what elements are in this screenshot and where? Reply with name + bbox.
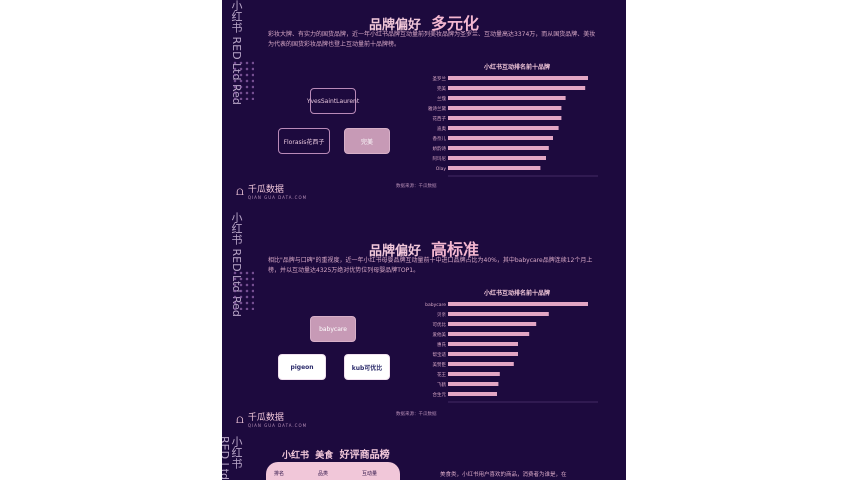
data-source-2: 数据来源：千瓜数据 [396, 412, 437, 417]
bar [448, 166, 541, 170]
logo-pigeon: pigeon [278, 354, 326, 380]
bar [448, 136, 553, 140]
section-title: 品牌偏好 多元化 [222, 10, 626, 34]
bar-label: 完美 [437, 85, 446, 92]
section-title-2: 品牌偏好 高标准 [222, 236, 626, 260]
panel-brand-high-standard: 小红书 RED Ltd Red 品牌偏好 高标准 相比"品牌与口碑"的重视度，近一… [222, 212, 626, 436]
logo-kub: kub可优比 [344, 354, 390, 380]
brand-logo: ⩍ 千瓜数据 QIAN GUA DATA.COM [236, 182, 308, 201]
bar-label: 惠氏 [437, 341, 446, 348]
bar [448, 156, 546, 160]
bar [448, 106, 562, 110]
bar-label: 贝亲 [437, 311, 446, 318]
brand-logo-2: ⩍ 千瓜数据 QIAN GUA DATA.COM [236, 410, 308, 429]
bar-label: 娇韵诗 [433, 145, 447, 152]
logo-florasis: Florasis花西子 [278, 128, 330, 154]
section-title-2a: 品牌偏好 [368, 244, 421, 259]
dot-pattern [232, 60, 254, 100]
ranking-card: 排名 品类 互动量 [266, 462, 400, 480]
brand-name: 千瓜数据 [247, 185, 284, 195]
brand-sub: QIAN GUA DATA.COM [247, 195, 308, 200]
chart-title: 小红书互动排名前十品牌 [484, 64, 551, 71]
data-source: 数据来源：千瓜数据 [396, 184, 437, 189]
bar-label: Olay [436, 166, 447, 172]
dot-pattern-2 [232, 270, 254, 310]
bar-label: 花西子 [433, 115, 447, 122]
section-title-b: 多元化 [431, 14, 480, 33]
panel-brand-diverse: 小红书 RED Ltd Red 品牌偏好 多元化 彩妆大牌、有实力的国货品牌，近一… [222, 0, 626, 210]
bar-label: 飞鹤 [437, 381, 446, 388]
section-title-2b: 高标准 [431, 240, 480, 259]
bar-label: 花王 [437, 371, 446, 378]
bar [448, 146, 549, 150]
bar [448, 332, 530, 336]
bar [448, 126, 559, 130]
bar [448, 372, 500, 376]
bar-label: 帮宝适 [433, 351, 447, 358]
card-col-interactions: 互动量 [362, 471, 378, 477]
bar [448, 302, 588, 306]
bar [448, 76, 588, 80]
bar [448, 116, 562, 120]
bar-label: 美赞臣 [433, 361, 447, 368]
card-col-category: 品类 [318, 471, 329, 477]
bar [448, 362, 514, 366]
bar-label: 雅诗兰黛 [428, 105, 446, 112]
bar-label: 可优比 [433, 321, 447, 328]
section-title-a: 品牌偏好 [368, 18, 421, 33]
bar-label: 迪奥 [437, 125, 446, 132]
brand-icon: ⩍ [236, 183, 244, 198]
logo-ysl: YvesSaintLaurent [307, 88, 359, 114]
bar [448, 342, 518, 346]
footer-section: 小红书 RED Ltd Red 小红书 美食 好评商品榜 美食类，小红书用户喜欢… [222, 436, 626, 480]
card-col-rank: 排名 [274, 471, 285, 477]
brand-name-2: 千瓜数据 [247, 413, 284, 423]
side-watermark-3: 小红书 RED Ltd Red [222, 436, 243, 480]
logo-babycare: babycare [310, 316, 356, 342]
bar-label: 阿玛尼 [433, 155, 447, 162]
bar-label: 兰蔻 [437, 95, 446, 102]
bar-label: 合生元 [433, 391, 447, 398]
bar-label: 香奈儿 [433, 135, 447, 142]
bar-label: 爱他美 [433, 331, 447, 338]
logo-perfect-diary: 完美 [344, 128, 390, 154]
section-description: 彩妆大牌、有实力的国货品牌，近一年小红书品牌互动量前列美妆品牌为圣罗兰、互动量高… [268, 31, 596, 48]
footer-title: 小红书 美食 好评商品榜 [282, 450, 390, 461]
bar [448, 352, 518, 356]
bar [448, 312, 549, 316]
section-description-2: 相比"品牌与口碑"的重视度，近一年小红书母婴品牌互动量前十中进口品牌占比为40%… [268, 257, 593, 274]
bar [448, 86, 586, 90]
footer-right-text: 美食类，小红书用户喜欢的商品，消费者为谁是，在 [440, 472, 567, 478]
bar [448, 322, 537, 326]
brand-sub-2: QIAN GUA DATA.COM [247, 423, 308, 428]
bar-label: 圣罗兰 [433, 75, 447, 82]
bar [448, 96, 566, 100]
document-page: 小红书 RED Ltd Red 品牌偏好 多元化 彩妆大牌、有实力的国货品牌，近一… [222, 0, 626, 480]
bar-label: babycare [425, 302, 446, 308]
bar [448, 392, 497, 396]
bar [448, 382, 499, 386]
chart-title-2: 小红书互动排名前十品牌 [484, 290, 551, 297]
brand-icon-2: ⩍ [236, 411, 244, 426]
